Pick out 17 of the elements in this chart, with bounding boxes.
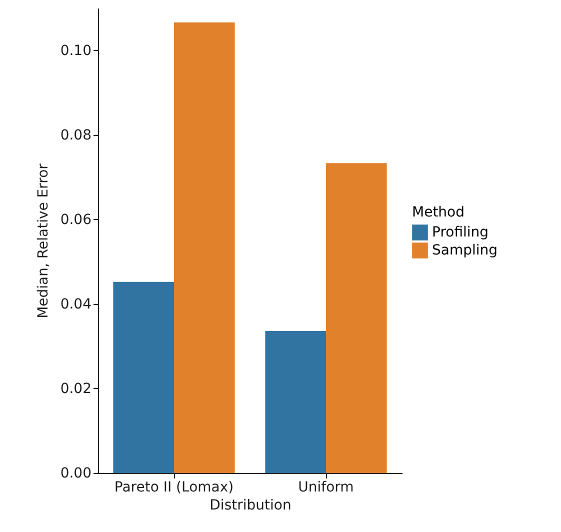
bar <box>113 282 174 473</box>
legend-label: Sampling <box>432 242 498 258</box>
x-tick-label: Pareto II (Lomax) <box>114 480 234 496</box>
y-tick-label: 0.02 <box>60 380 92 397</box>
y-tick-label: 0.10 <box>60 42 92 59</box>
x-tick-label: Uniform <box>298 480 354 496</box>
legend-label: Profiling <box>432 224 489 240</box>
y-tick-label: 0.08 <box>60 127 92 144</box>
bar <box>265 330 326 473</box>
x-axis-title: Distribution <box>210 498 292 514</box>
y-tick-label: 0.04 <box>60 296 92 312</box>
bar <box>174 22 235 473</box>
y-tick-label: 0.06 <box>60 212 92 228</box>
y-axis-title: Median, Relative Error <box>35 163 52 318</box>
bar <box>326 163 387 473</box>
y-tick-label: 0.00 <box>60 466 92 482</box>
legend-title: Method <box>412 204 465 220</box>
